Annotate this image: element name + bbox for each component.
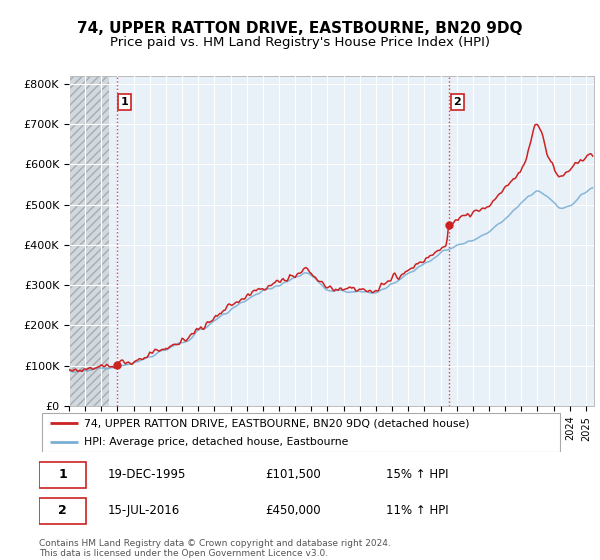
Text: 1: 1 — [121, 97, 128, 107]
Text: Contains HM Land Registry data © Crown copyright and database right 2024.
This d: Contains HM Land Registry data © Crown c… — [39, 539, 391, 558]
Text: 74, UPPER RATTON DRIVE, EASTBOURNE, BN20 9DQ (detached house): 74, UPPER RATTON DRIVE, EASTBOURNE, BN20… — [83, 418, 469, 428]
FancyBboxPatch shape — [39, 498, 86, 524]
Text: 2: 2 — [453, 97, 461, 107]
FancyBboxPatch shape — [39, 461, 86, 488]
Text: 19-DEC-1995: 19-DEC-1995 — [107, 468, 185, 481]
Text: Price paid vs. HM Land Registry's House Price Index (HPI): Price paid vs. HM Land Registry's House … — [110, 36, 490, 49]
Text: 2: 2 — [58, 505, 67, 517]
Text: 11% ↑ HPI: 11% ↑ HPI — [386, 505, 448, 517]
Text: HPI: Average price, detached house, Eastbourne: HPI: Average price, detached house, East… — [83, 437, 348, 446]
Text: 1: 1 — [58, 468, 67, 481]
Bar — [69, 76, 109, 406]
Text: 15-JUL-2016: 15-JUL-2016 — [107, 505, 179, 517]
Text: £450,000: £450,000 — [265, 505, 320, 517]
Text: 74, UPPER RATTON DRIVE, EASTBOURNE, BN20 9DQ: 74, UPPER RATTON DRIVE, EASTBOURNE, BN20… — [77, 21, 523, 36]
Text: £101,500: £101,500 — [265, 468, 320, 481]
FancyBboxPatch shape — [41, 413, 560, 452]
Text: 15% ↑ HPI: 15% ↑ HPI — [386, 468, 448, 481]
